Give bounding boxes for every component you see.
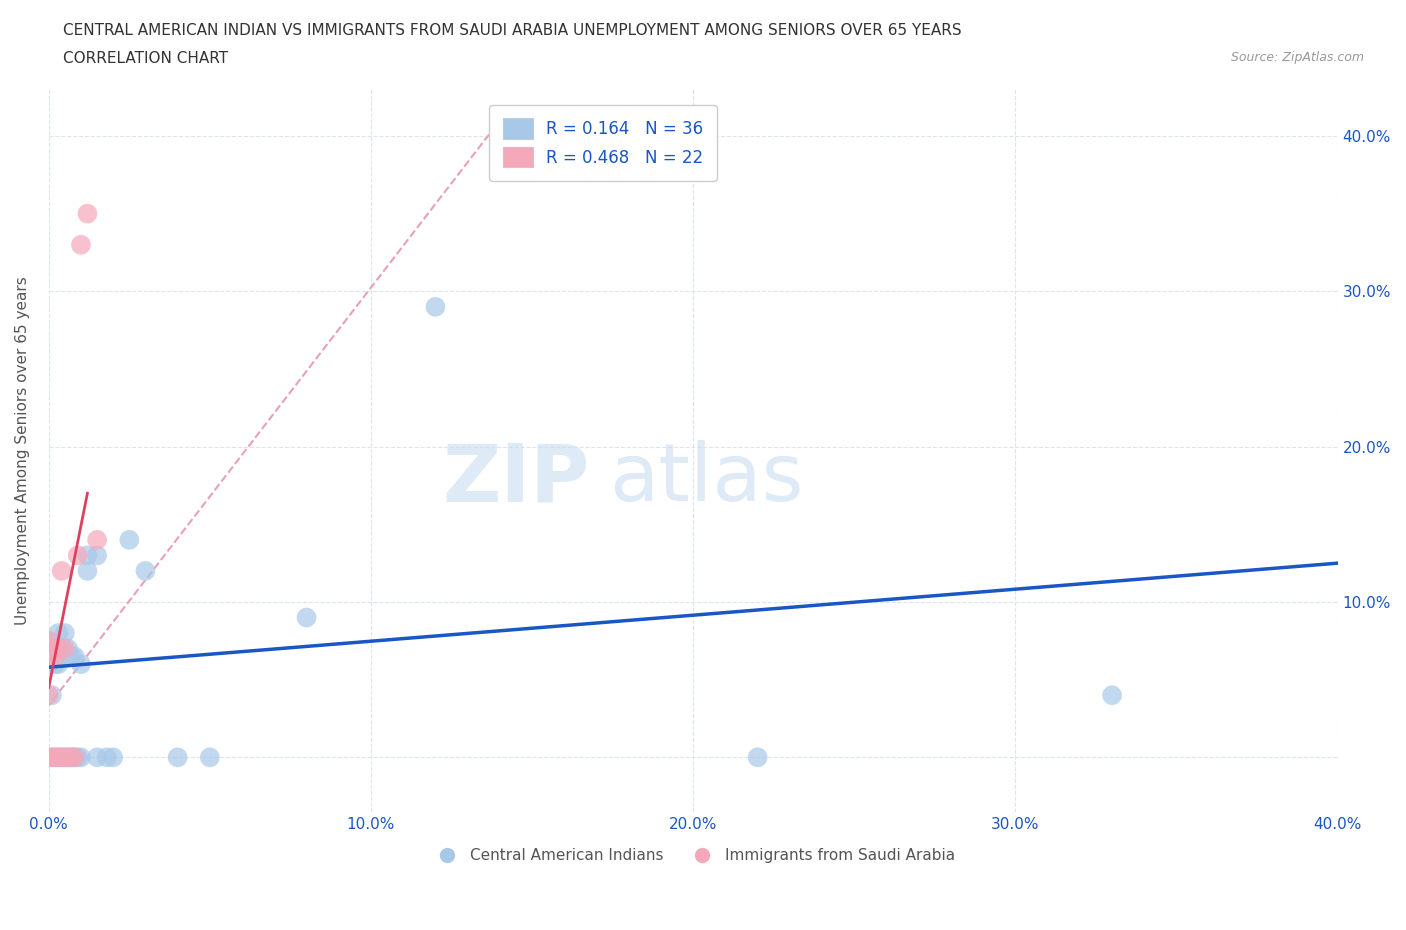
Point	[134, 564, 156, 578]
Point	[48, 626, 70, 641]
Point	[56, 750, 79, 764]
Point	[295, 610, 318, 625]
Point	[60, 649, 83, 664]
Text: CENTRAL AMERICAN INDIAN VS IMMIGRANTS FROM SAUDI ARABIA UNEMPLOYMENT AMONG SENIO: CENTRAL AMERICAN INDIAN VS IMMIGRANTS FR…	[63, 23, 962, 38]
Point	[118, 532, 141, 547]
Point	[51, 750, 73, 764]
Point	[166, 750, 188, 764]
Point	[48, 750, 70, 764]
Point	[63, 649, 86, 664]
Text: CORRELATION CHART: CORRELATION CHART	[63, 51, 228, 66]
Point	[38, 649, 60, 664]
Point	[76, 548, 98, 563]
Point	[41, 750, 63, 764]
Text: ZIP: ZIP	[443, 441, 591, 518]
Point	[66, 750, 89, 764]
Point	[41, 688, 63, 703]
Point	[103, 750, 125, 764]
Point	[51, 750, 73, 764]
Text: atlas: atlas	[609, 441, 804, 518]
Point	[60, 750, 83, 764]
Point	[96, 750, 118, 764]
Point	[48, 641, 70, 656]
Point	[53, 641, 76, 656]
Point	[63, 750, 86, 764]
Point	[44, 750, 66, 764]
Point	[66, 548, 89, 563]
Point	[38, 649, 60, 664]
Point	[76, 564, 98, 578]
Point	[38, 750, 60, 764]
Point	[60, 750, 83, 764]
Point	[425, 299, 447, 314]
Point	[41, 750, 63, 764]
Point	[41, 641, 63, 656]
Point	[76, 206, 98, 221]
Point	[51, 564, 73, 578]
Point	[51, 641, 73, 656]
Point	[44, 750, 66, 764]
Point	[53, 750, 76, 764]
Point	[70, 237, 93, 252]
Point	[86, 532, 108, 547]
Point	[56, 750, 79, 764]
Point	[38, 688, 60, 703]
Point	[38, 633, 60, 648]
Point	[1101, 688, 1123, 703]
Text: Source: ZipAtlas.com: Source: ZipAtlas.com	[1230, 51, 1364, 64]
Legend: Central American Indians, Immigrants from Saudi Arabia: Central American Indians, Immigrants fro…	[426, 842, 960, 869]
Point	[44, 657, 66, 671]
Point	[53, 626, 76, 641]
Point	[38, 657, 60, 671]
Point	[70, 657, 93, 671]
Y-axis label: Unemployment Among Seniors over 65 years: Unemployment Among Seniors over 65 years	[15, 276, 30, 625]
Point	[38, 633, 60, 648]
Point	[48, 657, 70, 671]
Point	[86, 548, 108, 563]
Point	[44, 649, 66, 664]
Point	[56, 641, 79, 656]
Point	[86, 750, 108, 764]
Point	[63, 750, 86, 764]
Point	[70, 750, 93, 764]
Point	[48, 750, 70, 764]
Point	[747, 750, 769, 764]
Point	[198, 750, 221, 764]
Point	[53, 750, 76, 764]
